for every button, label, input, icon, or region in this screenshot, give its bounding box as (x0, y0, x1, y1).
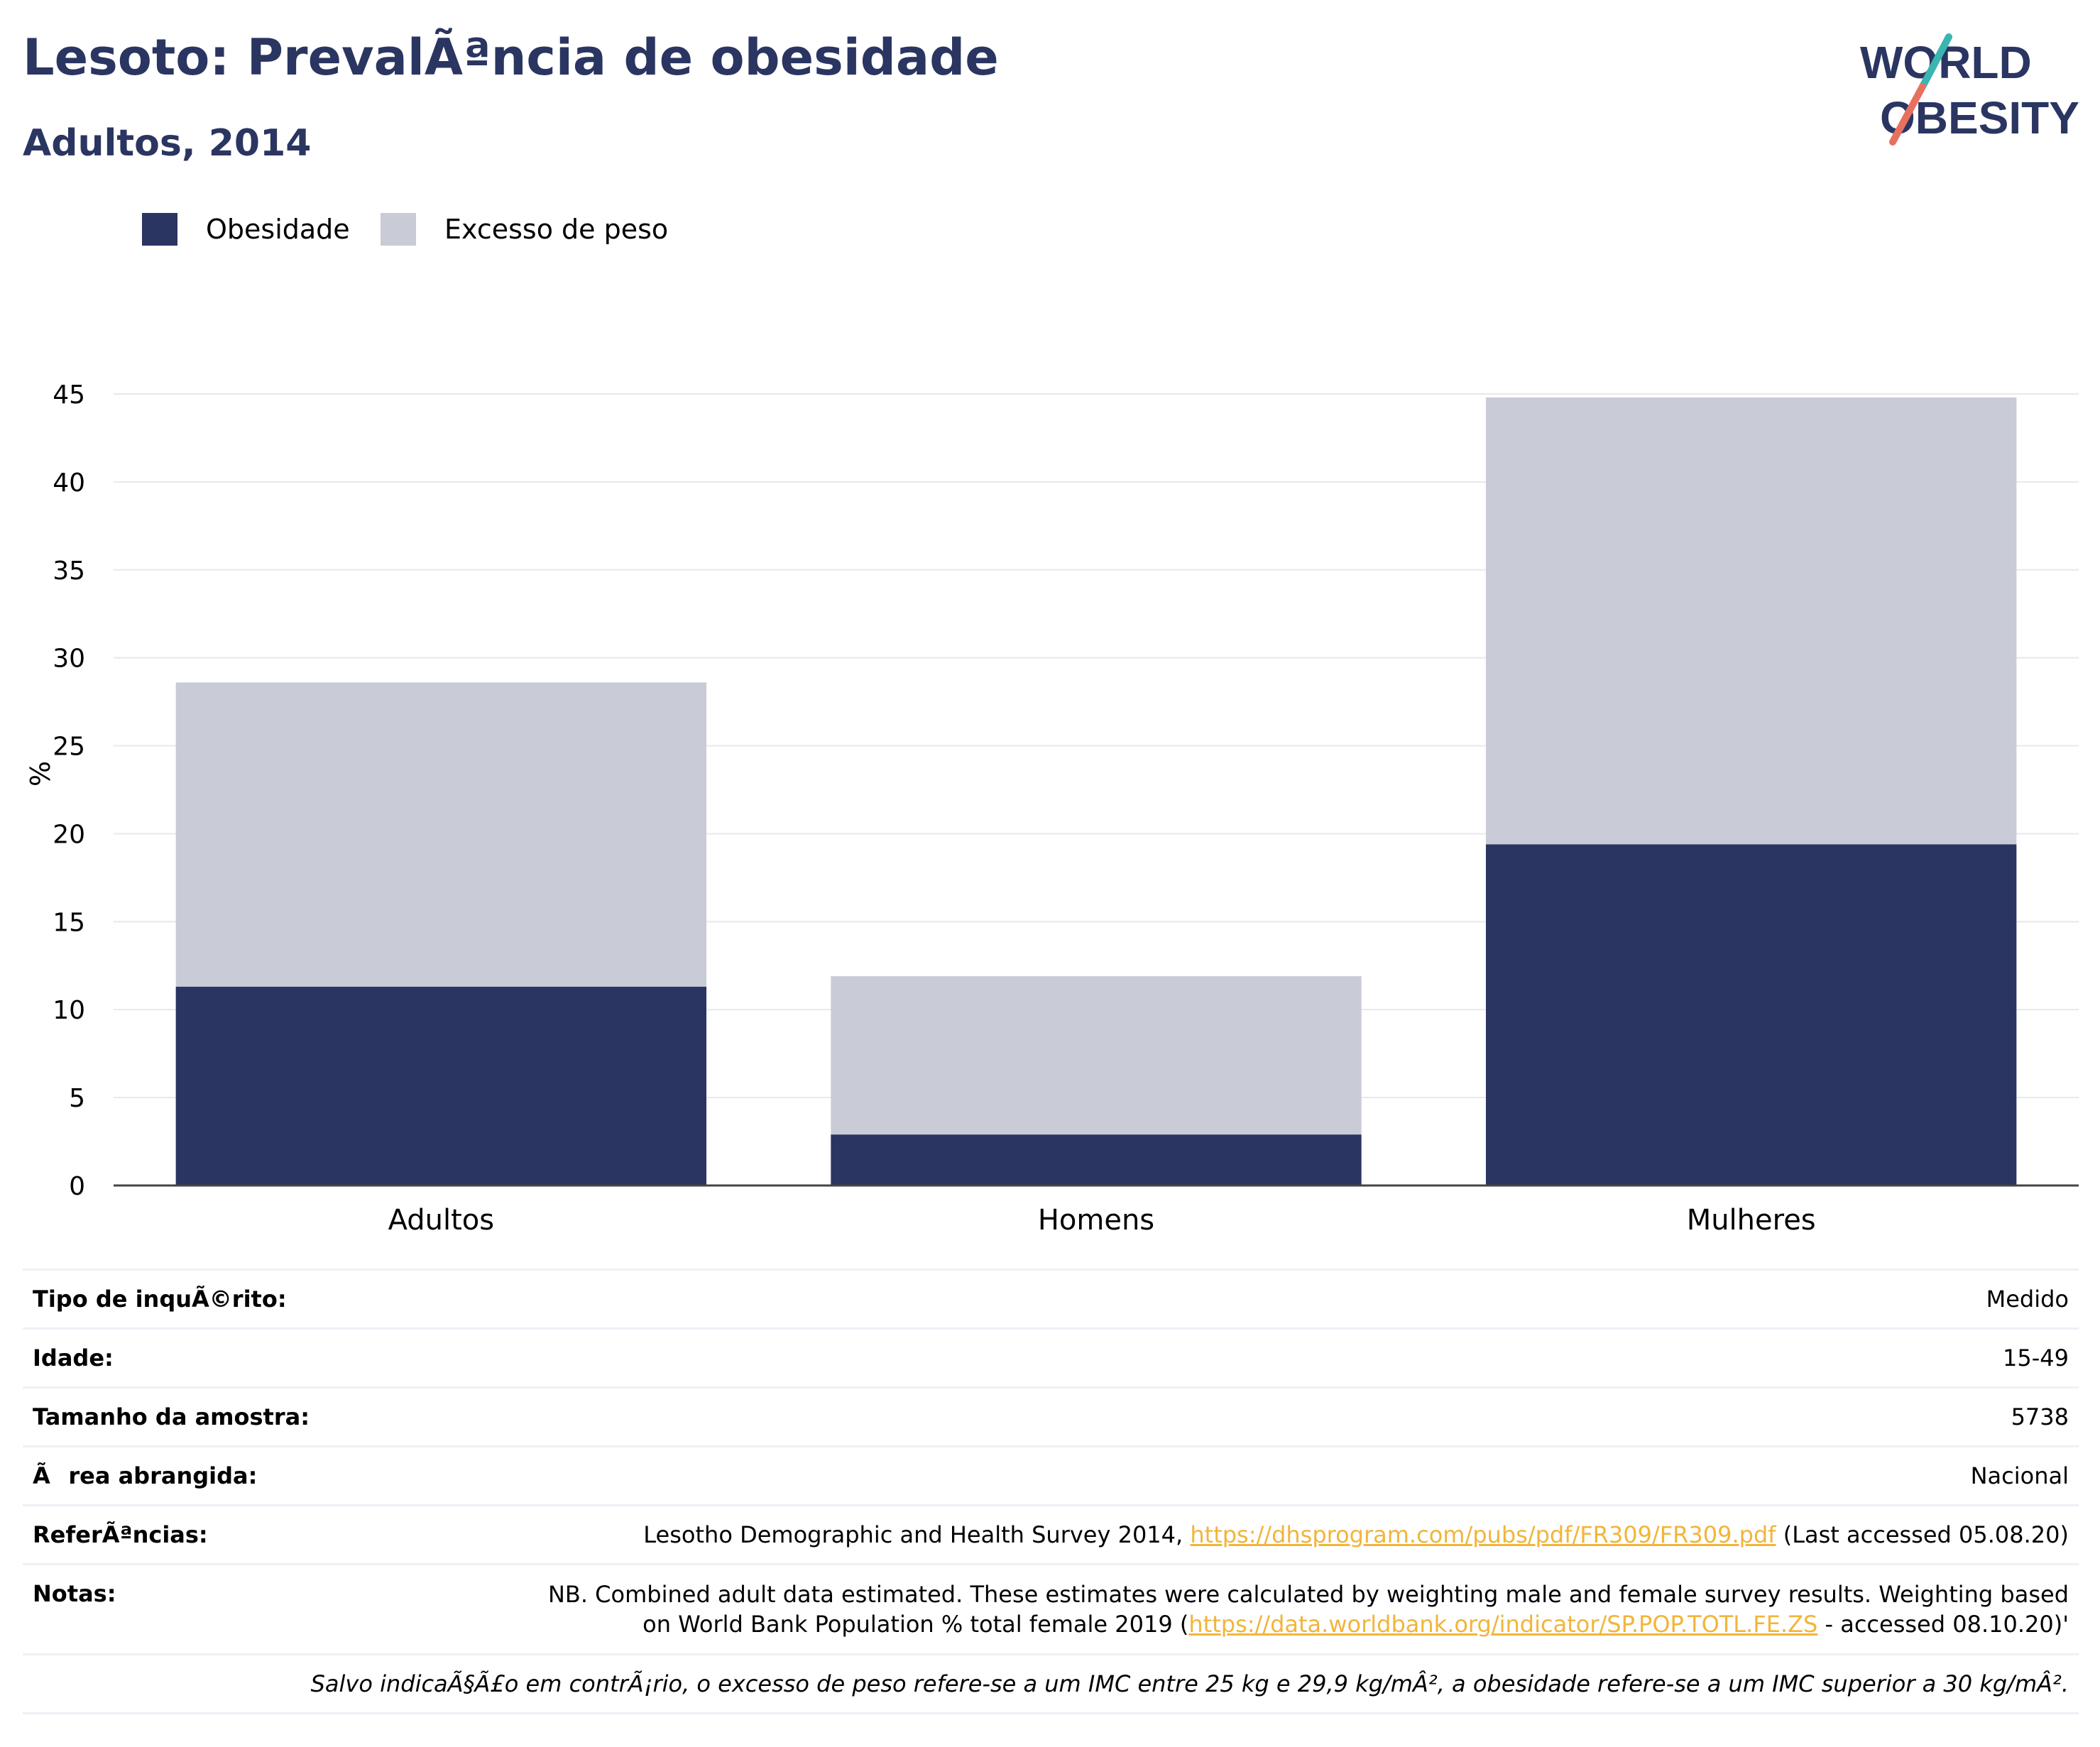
page-subtitle: Adultos, 2014 (23, 122, 312, 165)
bar-mulheres-obesidade[interactable] (1485, 844, 2017, 1185)
x-tick-label: Homens (1038, 1204, 1154, 1237)
references-accessed: (Last accessed 05.08.20) (1776, 1521, 2069, 1548)
info-value: 5738 (2011, 1403, 2069, 1430)
bmi-footnote-row: Salvo indicaÃ§Ã£o em contrÃ¡rio, o exces… (23, 1653, 2079, 1714)
page-title: Lesoto: PrevalÃªncia de obesidade (23, 28, 999, 87)
y-tick-label: 10 (53, 996, 85, 1025)
logo-teal-stroke (1919, 33, 1952, 90)
info-value: Nacional (1970, 1462, 2069, 1489)
info-value: 15-49 (2003, 1345, 2069, 1371)
info-label: Idade: (33, 1345, 114, 1371)
y-tick-label: 20 (53, 820, 85, 849)
x-axis: Adultos Homens Mulheres (114, 1184, 2079, 1237)
bmi-footnote: Salvo indicaÃ§Ã£o em contrÃ¡rio, o exces… (310, 1670, 2069, 1697)
legend-label-excesso-de-peso: Excesso de peso (444, 214, 669, 245)
notes-value: NB. Combined adult data estimated. These… (507, 1579, 2069, 1639)
bar-mulheres-excesso-de-peso[interactable] (1485, 397, 2017, 845)
info-label: Ãrea abrangida: (33, 1462, 258, 1489)
bar-homens-obesidade[interactable] (831, 1134, 1362, 1185)
y-tick-label: 40 (53, 469, 85, 498)
legend-swatch-obesidade (142, 213, 177, 246)
y-tick-label: 45 (53, 380, 85, 410)
y-tick-label: 30 (53, 645, 85, 674)
logo-coral-stroke (1889, 83, 1926, 146)
info-row-survey-type: Tipo de inquÃ©rito: Medido (23, 1269, 2079, 1327)
notes-line2-text: on World Bank Population % total female … (642, 1611, 1189, 1638)
legend-label-obesidade: Obesidade (206, 214, 350, 245)
x-tick-label: Adultos (388, 1204, 495, 1237)
info-label: Notas: (33, 1580, 116, 1607)
y-tick-label: 5 (69, 1084, 85, 1113)
info-row-references: ReferÃªncias: Lesotho Demographic and He… (23, 1504, 2079, 1563)
y-axis-label: % (25, 761, 56, 787)
info-label: Tipo de inquÃ©rito: (33, 1286, 287, 1313)
y-tick-label: 15 (53, 908, 85, 937)
references-link[interactable]: https://dhsprogram.com/pubs/pdf/FR309/FR… (1190, 1521, 1776, 1548)
notes-line1: NB. Combined adult data estimated. These… (547, 1581, 2069, 1608)
info-label: Tamanho da amostra: (33, 1403, 310, 1430)
info-row-area-covered: Ãrea abrangida: Nacional (23, 1445, 2079, 1504)
chart-bars (175, 397, 2017, 1185)
info-row-notes: Notas: NB. Combined adult data estimated… (23, 1563, 2079, 1653)
info-row-sample-size: Tamanho da amostra: 5738 (23, 1386, 2079, 1445)
y-tick-label: 35 (53, 557, 85, 586)
bar-adultos-excesso-de-peso[interactable] (175, 682, 707, 987)
y-tick-label: 0 (69, 1172, 85, 1201)
info-row-age: Idade: 15-49 (23, 1327, 2079, 1386)
world-obesity-logo: WORLD OBESITY (1860, 33, 2079, 146)
references-text: Lesotho Demographic and Health Survey 20… (643, 1521, 1191, 1548)
notes-line2: on World Bank Population % total female … (507, 1609, 2069, 1639)
info-value: Medido (1986, 1286, 2069, 1313)
y-axis: 0 5 10 15 20 25 30 35 40 45 (53, 380, 85, 1201)
stacked-bar-chart: 0 5 10 15 20 25 30 35 40 45 Adultos Homens Mulheres… (25, 380, 2079, 1237)
notes-link[interactable]: https://data.worldbank.org/indicator/SP.… (1188, 1611, 1818, 1638)
notes-line2-end: - accessed 08.10.20)' (1817, 1611, 2069, 1638)
legend-swatch-excesso-de-peso (381, 213, 416, 246)
info-label: ReferÃªncias: (33, 1521, 208, 1548)
references-value: Lesotho Demographic and Health Survey 20… (643, 1521, 2069, 1549)
x-tick-label: Mulheres (1687, 1204, 1816, 1237)
bar-homens-excesso-de-peso[interactable] (831, 976, 1362, 1135)
y-tick-label: 25 (53, 733, 85, 762)
bar-adultos-obesidade[interactable] (175, 987, 707, 1185)
logo-line2: OBESITY (1880, 92, 2079, 143)
survey-info-table: Tipo de inquÃ©rito: Medido Idade: 15-49 … (23, 1269, 2079, 1714)
